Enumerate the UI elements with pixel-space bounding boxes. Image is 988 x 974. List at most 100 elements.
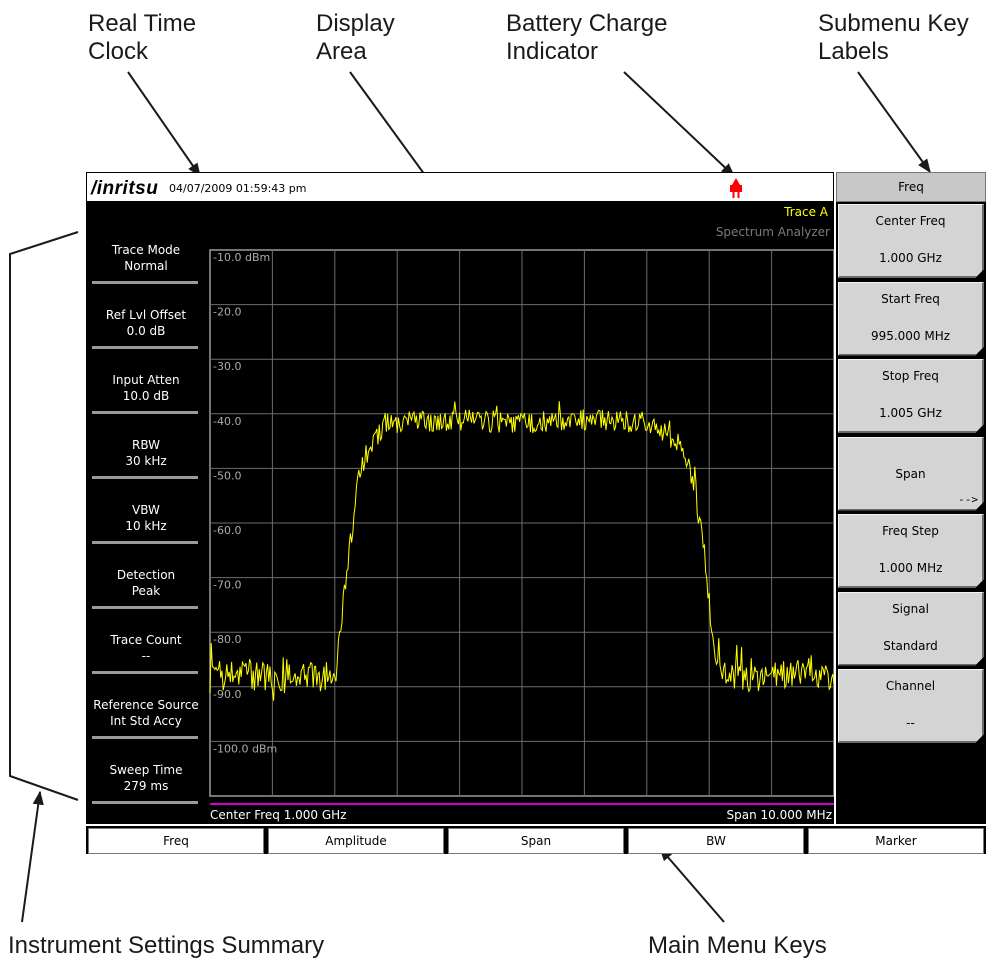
softkey-value: Standard — [883, 638, 938, 653]
softkey-value: 995.000 MHz — [870, 328, 951, 343]
setting-sweep-time: Sweep Time 279 ms — [86, 762, 206, 804]
setting-name: Trace Count — [110, 633, 182, 647]
plot-footer: Center Freq 1.000 GHz Span 10.000 MHz — [210, 806, 834, 824]
setting-separator — [92, 541, 198, 544]
submenu-panel: Freq Center Freq 1.000 GHz Start Freq 995.0… — [836, 172, 986, 824]
softkey-label: Center Freq — [875, 214, 946, 228]
setting-separator — [92, 411, 198, 414]
softkey-span[interactable]: Span --> — [838, 436, 984, 511]
setting-separator — [92, 281, 198, 284]
y-tick-label: -80.0 — [213, 633, 241, 646]
setting-separator — [92, 736, 198, 739]
setting-ref-lvl-offset: Ref Lvl Offset 0.0 dB — [86, 307, 206, 349]
softkey-value: -- — [906, 716, 915, 730]
main-menu-span-button[interactable]: Span — [448, 828, 624, 854]
setting-separator — [92, 346, 198, 349]
setting-name: Detection — [116, 568, 176, 582]
main-menu-marker-button[interactable]: Marker — [808, 828, 984, 854]
setting-name: Input Atten — [112, 373, 180, 387]
submenu-title: Freq — [836, 172, 986, 202]
softkey-start-freq[interactable]: Start Freq 995.000 MHz — [838, 281, 984, 356]
callout-main-menu-keys: Main Menu Keys — [648, 932, 827, 959]
setting-value: Normal — [124, 259, 168, 273]
y-tick-label: -100.0 dBm — [213, 742, 277, 755]
y-tick-label: -60.0 — [213, 524, 241, 537]
y-tick-label: -50.0 — [213, 469, 241, 482]
leader-clock — [127, 71, 201, 178]
main-menu-freq-button[interactable]: Freq — [88, 828, 264, 854]
trace-label: Trace A — [784, 205, 828, 219]
plug-icon — [730, 178, 742, 198]
softkey-center-freq[interactable]: Center Freq 1.000 GHz — [838, 204, 984, 278]
softkey-label: Start Freq — [881, 291, 940, 306]
leader-battery — [623, 71, 736, 177]
setting-value: 10 kHz — [125, 519, 167, 533]
softkey-label: Stop Freq — [882, 369, 939, 383]
setting-vbw: VBW 10 kHz — [86, 502, 206, 544]
leader-main-menu — [659, 846, 725, 923]
instrument-screen: /inritsu 04/07/2009 01:59:43 pm -10.0 dB… — [86, 172, 986, 854]
softkey-label: Span — [895, 466, 926, 481]
setting-value: Peak — [131, 584, 161, 598]
softkey-value: 1.005 GHz — [879, 406, 942, 420]
y-tick-label: -20.0 — [213, 306, 241, 319]
setting-rbw: RBW 30 kHz — [86, 437, 206, 479]
submenu-arrow-icon: --> — [958, 492, 978, 506]
y-tick-label: -90.0 — [213, 688, 241, 701]
setting-name: Trace Mode — [111, 243, 181, 257]
real-time-clock: 04/07/2009 01:59:43 pm — [169, 182, 307, 195]
softkey-label: Channel — [885, 679, 936, 693]
setting-value: 0.0 dB — [126, 324, 166, 338]
mode-label: Spectrum Analyzer — [715, 225, 830, 239]
callout-display-area: Display Area — [316, 10, 395, 65]
setting-name: Reference Source — [93, 698, 199, 712]
softkey-channel[interactable]: Channel -- — [838, 669, 984, 743]
display-area: -10.0 dBm -20.0 -30.0 -40.0 -50.0 -60.0 -70.0 -… — [86, 202, 834, 824]
setting-separator — [92, 606, 198, 609]
y-tick-label: -40.0 — [213, 415, 241, 428]
center-freq-readout: Center Freq 1.000 GHz — [210, 808, 347, 822]
title-bar: /inritsu 04/07/2009 01:59:43 pm — [86, 172, 834, 202]
softkey-freq-step[interactable]: Freq Step 1.000 MHz — [838, 514, 984, 588]
setting-detection: Detection Peak — [86, 567, 206, 609]
callout-real-time-clock: Real Time Clock — [88, 10, 197, 65]
setting-input-atten: Input Atten 10.0 dB — [86, 372, 206, 414]
softkey-signal[interactable]: Signal Standard — [838, 591, 984, 666]
main-menu-bar: Freq Amplitude Span BW Marker — [86, 826, 986, 854]
callout-battery-charge-indicator: Battery Charge Indicator — [506, 10, 668, 65]
setting-trace-count: Trace Count -- — [86, 632, 206, 674]
setting-value: Int Std Accy — [110, 714, 182, 728]
y-tick-label: -10.0 dBm — [213, 251, 270, 264]
trace-a-line — [209, 401, 834, 701]
y-tick-label: -70.0 — [213, 579, 241, 592]
main-menu-bw-button[interactable]: BW — [628, 828, 804, 854]
callout-instrument-settings-summary: Instrument Settings Summary — [8, 932, 325, 959]
setting-value: 10.0 dB — [122, 389, 170, 403]
softkey-value: 1.000 MHz — [878, 561, 943, 575]
setting-name: Sweep Time — [109, 763, 183, 777]
setting-separator — [92, 671, 198, 674]
y-tick-label: -30.0 — [213, 360, 241, 373]
setting-separator — [92, 801, 198, 804]
callout-submenu-key-labels: Submenu Key Labels — [818, 10, 969, 65]
anritsu-logo: /inritsu — [91, 178, 159, 199]
main-menu-amplitude-button[interactable]: Amplitude — [268, 828, 444, 854]
settings-bracket — [9, 231, 79, 801]
softkey-label: Signal — [892, 601, 929, 616]
softkey-value: 1.000 GHz — [879, 251, 942, 265]
setting-name: Ref Lvl Offset — [105, 308, 187, 322]
setting-reference-source: Reference Source Int Std Accy — [86, 697, 206, 739]
setting-separator — [92, 476, 198, 479]
leader-submenu — [857, 71, 931, 174]
setting-value: 279 ms — [123, 779, 169, 793]
setting-value: 30 kHz — [125, 454, 167, 468]
setting-name: RBW — [131, 438, 160, 452]
span-readout: Span 10.000 MHz — [726, 808, 833, 822]
spectrum-plot: -10.0 dBm -20.0 -30.0 -40.0 -50.0 -60.0 -70.0 -… — [209, 249, 834, 805]
softkey-stop-freq[interactable]: Stop Freq 1.005 GHz — [838, 359, 984, 433]
setting-value: -- — [141, 649, 151, 663]
setting-trace-mode: Trace Mode Normal — [86, 242, 206, 284]
softkey-label: Freq Step — [882, 524, 939, 538]
setting-name: VBW — [132, 503, 160, 517]
leader-settings — [21, 790, 44, 923]
